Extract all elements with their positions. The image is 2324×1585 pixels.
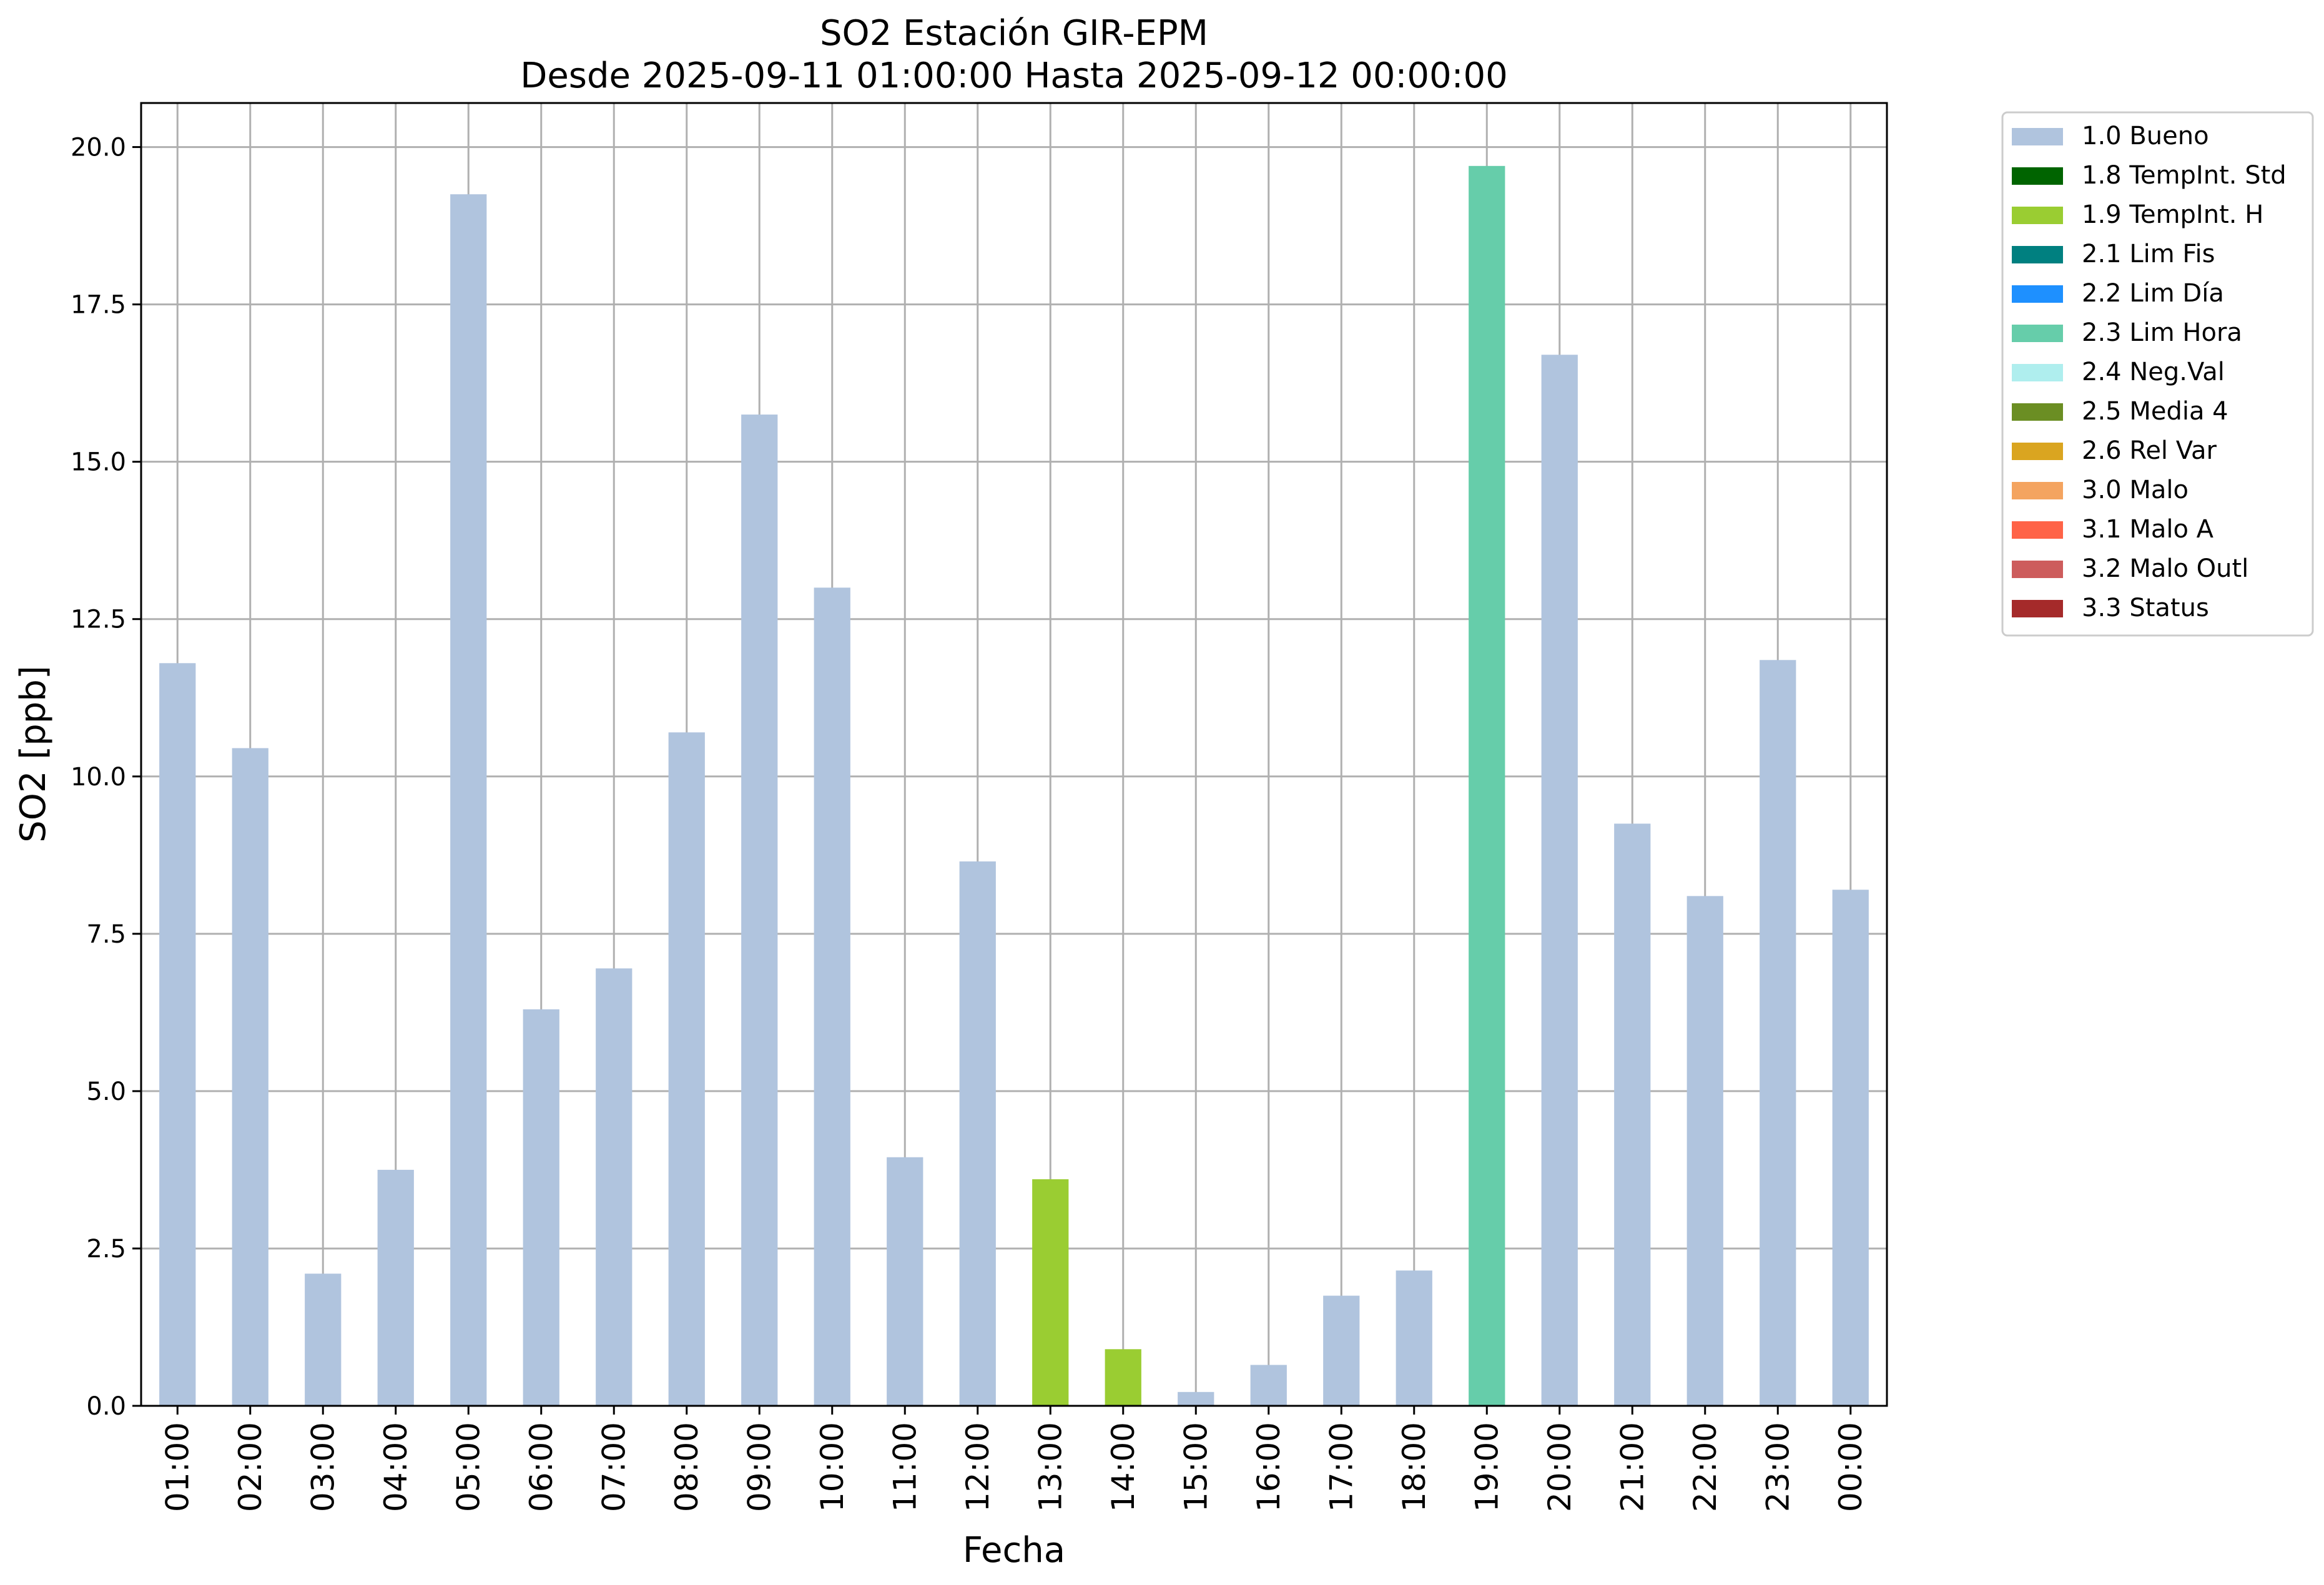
x-tick-label: 19:00 — [1469, 1422, 1505, 1512]
bar-0300 — [305, 1273, 342, 1406]
x-tick-label: 20:00 — [1542, 1422, 1578, 1512]
legend-swatch — [2012, 600, 2063, 617]
bar-2200 — [1686, 896, 1723, 1406]
legend-swatch — [2012, 325, 2063, 342]
legend-swatch — [2012, 128, 2063, 145]
legend-swatch — [2012, 403, 2063, 421]
legend-swatch — [2012, 167, 2063, 185]
legend-swatch — [2012, 443, 2063, 460]
legend-swatch — [2012, 561, 2063, 578]
y-tick-label: 12.5 — [71, 606, 126, 634]
x-tick-label: 03:00 — [305, 1422, 341, 1512]
bar-0600 — [523, 1009, 559, 1406]
legend-swatch — [2012, 482, 2063, 499]
x-tick-label: 09:00 — [741, 1422, 777, 1512]
legend-entry-label: 3.2 Malo Outl — [2082, 554, 2248, 583]
x-tick-label: 01:00 — [159, 1422, 195, 1512]
legend-entry-label: 2.1 Lim Fis — [2082, 240, 2215, 268]
x-tick-label: 06:00 — [523, 1422, 559, 1512]
legend-entry-label: 1.8 TempInt. Std — [2082, 161, 2287, 190]
bar-2100 — [1614, 823, 1651, 1406]
bar-1000 — [814, 587, 850, 1406]
bar-1200 — [959, 861, 996, 1406]
bars — [159, 165, 1869, 1406]
x-tick-label: 00:00 — [1833, 1422, 1869, 1512]
legend-entry-label: 2.4 Neg.Val — [2082, 358, 2225, 386]
bar-2000 — [1541, 355, 1578, 1406]
legend-entry-label: 3.0 Malo — [2082, 476, 2189, 504]
bar-0800 — [668, 732, 705, 1406]
y-tick-label: 5.0 — [86, 1077, 126, 1106]
x-tick-label: 15:00 — [1178, 1422, 1214, 1512]
legend-swatch — [2012, 246, 2063, 263]
bar-1800 — [1396, 1270, 1432, 1406]
y-tick-label: 2.5 — [86, 1235, 126, 1264]
legend-entry-label: 3.1 Malo A — [2082, 515, 2214, 544]
legend-swatch — [2012, 364, 2063, 381]
legend-swatch — [2012, 285, 2063, 303]
x-tick-label: 10:00 — [814, 1422, 850, 1512]
y-tick-label: 10.0 — [71, 763, 126, 792]
x-tick-label: 08:00 — [669, 1422, 705, 1512]
legend-swatch — [2012, 521, 2063, 539]
bar-1300 — [1032, 1179, 1069, 1406]
chart-title: SO2 Estación GIR-EPM — [820, 13, 1208, 54]
bar-0200 — [232, 748, 268, 1406]
y-axis-ticks: 0.0 2.5 5.0 7.5 10.0 12.5 15.0 17.5 20.0 — [71, 134, 141, 1421]
x-tick-label: 11:00 — [887, 1422, 923, 1512]
x-tick-label: 04:00 — [378, 1422, 414, 1512]
bar-0000 — [1832, 890, 1869, 1406]
bar-1100 — [887, 1157, 923, 1406]
y-tick-label: 0.0 — [86, 1392, 126, 1421]
x-tick-label: 13:00 — [1032, 1422, 1068, 1512]
x-tick-label: 22:00 — [1687, 1422, 1723, 1512]
legend-entry-label: 2.6 Rel Var — [2082, 436, 2217, 465]
legend-swatch — [2012, 207, 2063, 224]
bar-0700 — [596, 968, 633, 1406]
y-tick-label: 20.0 — [71, 134, 126, 162]
bar-0400 — [377, 1169, 414, 1406]
x-tick-label: 14:00 — [1105, 1422, 1141, 1512]
bar-2300 — [1760, 660, 1796, 1406]
legend-entry-label: 1.9 TempInt. H — [2082, 200, 2263, 229]
x-tick-label: 07:00 — [596, 1422, 632, 1512]
x-tick-label: 16:00 — [1251, 1422, 1287, 1512]
plot-frame — [140, 102, 1888, 1407]
x-tick-label: 02:00 — [232, 1422, 268, 1512]
y-tick-label: 7.5 — [86, 920, 126, 949]
bar-1700 — [1323, 1295, 1360, 1406]
x-tick-label: 18:00 — [1396, 1422, 1432, 1512]
legend-frame — [2001, 111, 2314, 637]
y-tick-label: 15.0 — [71, 448, 126, 477]
bar-1600 — [1250, 1365, 1287, 1406]
x-tick-label: 05:00 — [450, 1422, 486, 1512]
x-tick-label: 12:00 — [960, 1422, 996, 1512]
x-tick-label: 17:00 — [1323, 1422, 1359, 1512]
bar-0900 — [741, 415, 778, 1406]
x-tick-label: 21:00 — [1614, 1422, 1650, 1512]
legend-items: 1.0 Bueno 1.8 TempInt. Std 1.9 TempInt. H 2… — [2012, 122, 2287, 622]
legend-entry-label: 2.5 Media 4 — [2082, 397, 2228, 426]
legend-entry-label: 1.0 Bueno — [2082, 122, 2209, 150]
y-tick-label: 17.5 — [71, 291, 126, 320]
bar-0100 — [159, 663, 196, 1406]
bar-1500 — [1178, 1391, 1214, 1406]
bar-1900 — [1469, 165, 1505, 1406]
y-axis-label: SO2 [ppb] — [13, 665, 54, 842]
bar-0500 — [450, 194, 487, 1406]
bar-1400 — [1105, 1349, 1141, 1406]
legend-entry-label: 3.3 Status — [2082, 594, 2209, 622]
chart-subtitle: Desde 2025-09-11 01:00:00 Hasta 2025-09-… — [520, 56, 1508, 96]
x-tick-label: 23:00 — [1760, 1422, 1796, 1512]
legend: 1.0 Bueno 1.8 TempInt. Std 1.9 TempInt. H 2… — [2001, 111, 2314, 637]
x-axis-ticks: 01:00 02:00 03:00 04:00 05:00 06:00 07:00 08:00… — [159, 1406, 1869, 1512]
legend-entry-label: 2.2 Lim Día — [2082, 279, 2224, 308]
legend-entry-label: 2.3 Lim Hora — [2082, 318, 2242, 347]
x-axis-label: Fecha — [963, 1530, 1065, 1571]
